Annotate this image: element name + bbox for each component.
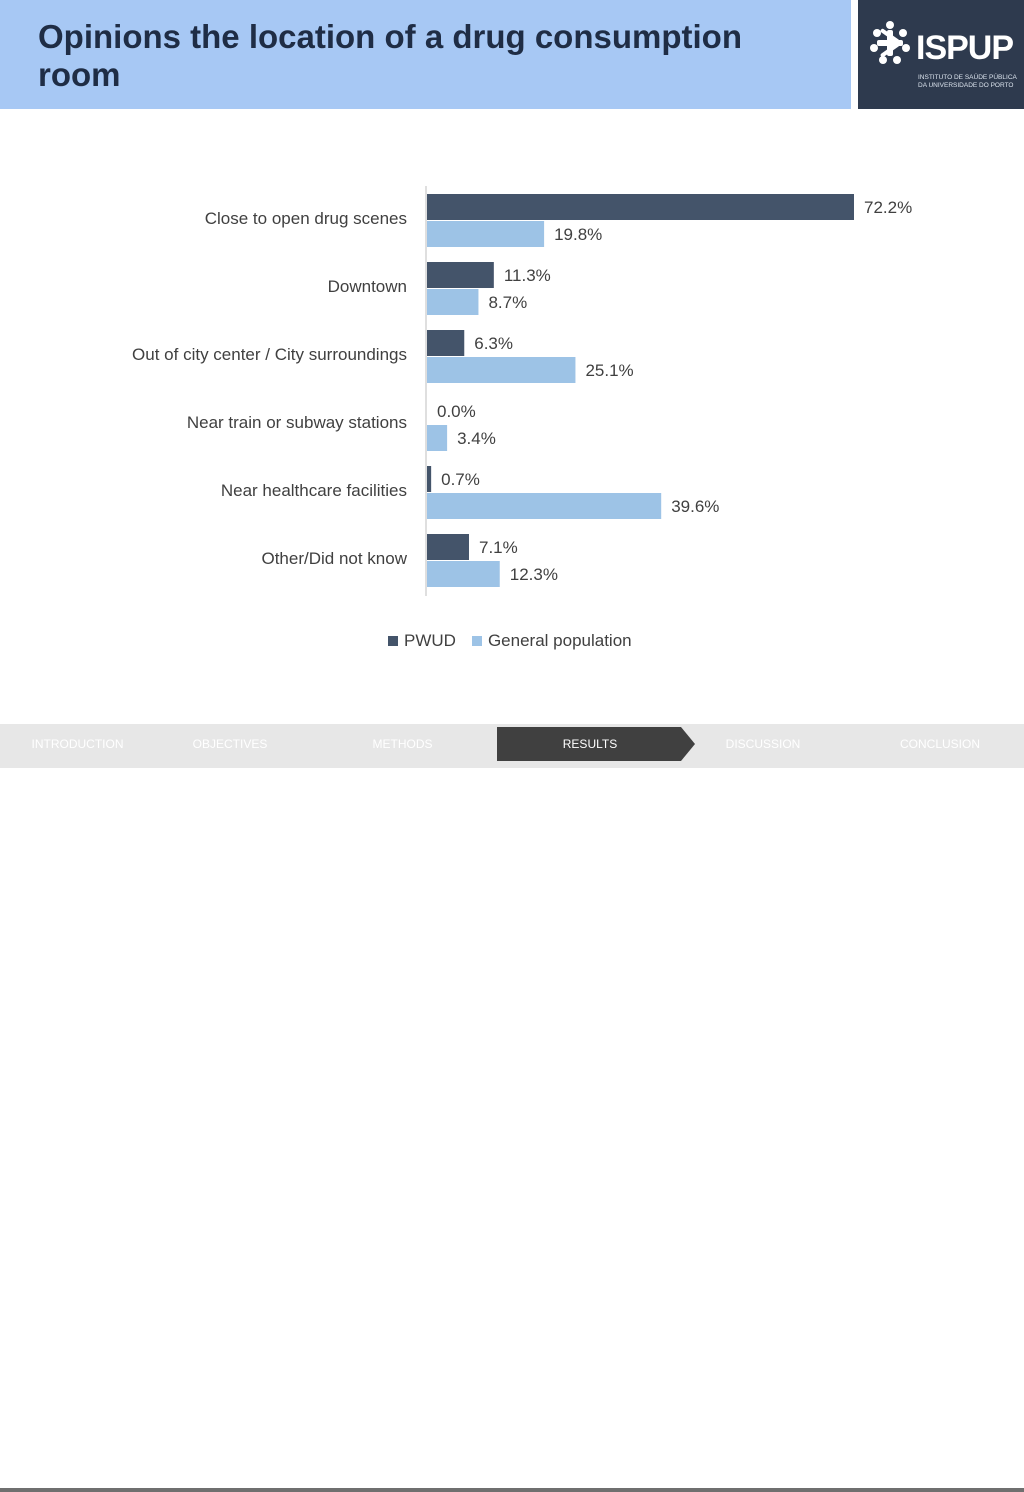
data-label: 0.0% (437, 402, 476, 421)
category-label: Downtown (328, 277, 407, 296)
nav-item-introduction[interactable]: INTRODUCTION (31, 737, 124, 751)
data-label: 11.3% (504, 266, 551, 285)
page-title: Opinions the location of a drug consumpt… (38, 18, 742, 93)
data-label: 25.1% (585, 361, 633, 380)
legend-label-pwud: PWUD (404, 631, 456, 650)
logo-name: ISPUP (916, 29, 1014, 67)
nav-item-discussion[interactable]: DISCUSSION (725, 737, 801, 751)
category-label: Close to open drug scenes (205, 209, 407, 228)
legend-swatch-general-population (471, 636, 482, 646)
data-label: 72.2% (864, 198, 912, 217)
category-label: Near train or subway stations (187, 413, 407, 432)
data-label: 39.6% (671, 497, 719, 516)
title-banner: Opinions the location of a drug consumpt… (0, 0, 851, 109)
category-label: Other/Did not know (261, 549, 407, 568)
legend-item-pwud: PWUD (388, 631, 456, 651)
section-nav-bar: INTRODUCTION OBJECTIVES METHODS RESULTS … (0, 724, 1024, 1492)
legend-item-general-population: General population (471, 631, 632, 651)
nav-item-objectives[interactable]: OBJECTIVES (192, 737, 268, 751)
data-label: 8.7% (488, 293, 527, 312)
legend-label-general-population: General population (487, 631, 632, 650)
legend-swatch-pwud (388, 636, 398, 646)
bar-general-population (427, 425, 448, 451)
bar-pwud (427, 466, 432, 492)
data-label: 0.7% (441, 470, 480, 489)
logo-subtitle-line1: INSTITUTO DE SAÚDE PÚBLICA (918, 74, 1017, 81)
nav-item-conclusion[interactable]: CONCLUSION (899, 737, 980, 751)
data-label: 19.8% (554, 225, 602, 244)
nav-active-arrow (497, 727, 695, 761)
ispup-emblem-icon (870, 21, 910, 64)
bar-chart: Close to open drug scenes 72.2% 19.8% Downt… (132, 186, 912, 596)
bar-general-population (427, 493, 662, 519)
bar-pwud (427, 534, 469, 560)
logo-subtitle: INSTITUTO DE SAÚDE PÚBLICA DA UNIVERSIDA… (918, 74, 1017, 90)
bar-general-population (427, 221, 545, 247)
category-label: Near healthcare facilities (221, 481, 407, 500)
nav-item-results[interactable]: RESULTS (562, 737, 618, 751)
chart-legend: PWUD General population (388, 629, 648, 653)
bar-general-population (427, 289, 479, 315)
data-label: 7.1% (479, 538, 518, 557)
category-label: Out of city center / City surroundings (132, 345, 407, 364)
nav-item-methods[interactable]: METHODS (372, 737, 433, 751)
bar-general-population (427, 357, 576, 383)
data-label: 3.4% (457, 429, 496, 448)
logo-subtitle-line2: DA UNIVERSIDADE DO PORTO (918, 82, 1014, 89)
bar-pwud (427, 194, 854, 220)
bar-pwud (427, 262, 494, 288)
bar-pwud (427, 330, 465, 356)
bar-general-population (427, 561, 500, 587)
ispup-logo: ISPUP INSTITUTO DE SAÚDE PÚBLICA DA UNIV… (858, 0, 1024, 109)
data-label: 12.3% (510, 565, 558, 584)
data-label: 6.3% (474, 334, 513, 353)
nav-bottom-rule (0, 1488, 1024, 1492)
